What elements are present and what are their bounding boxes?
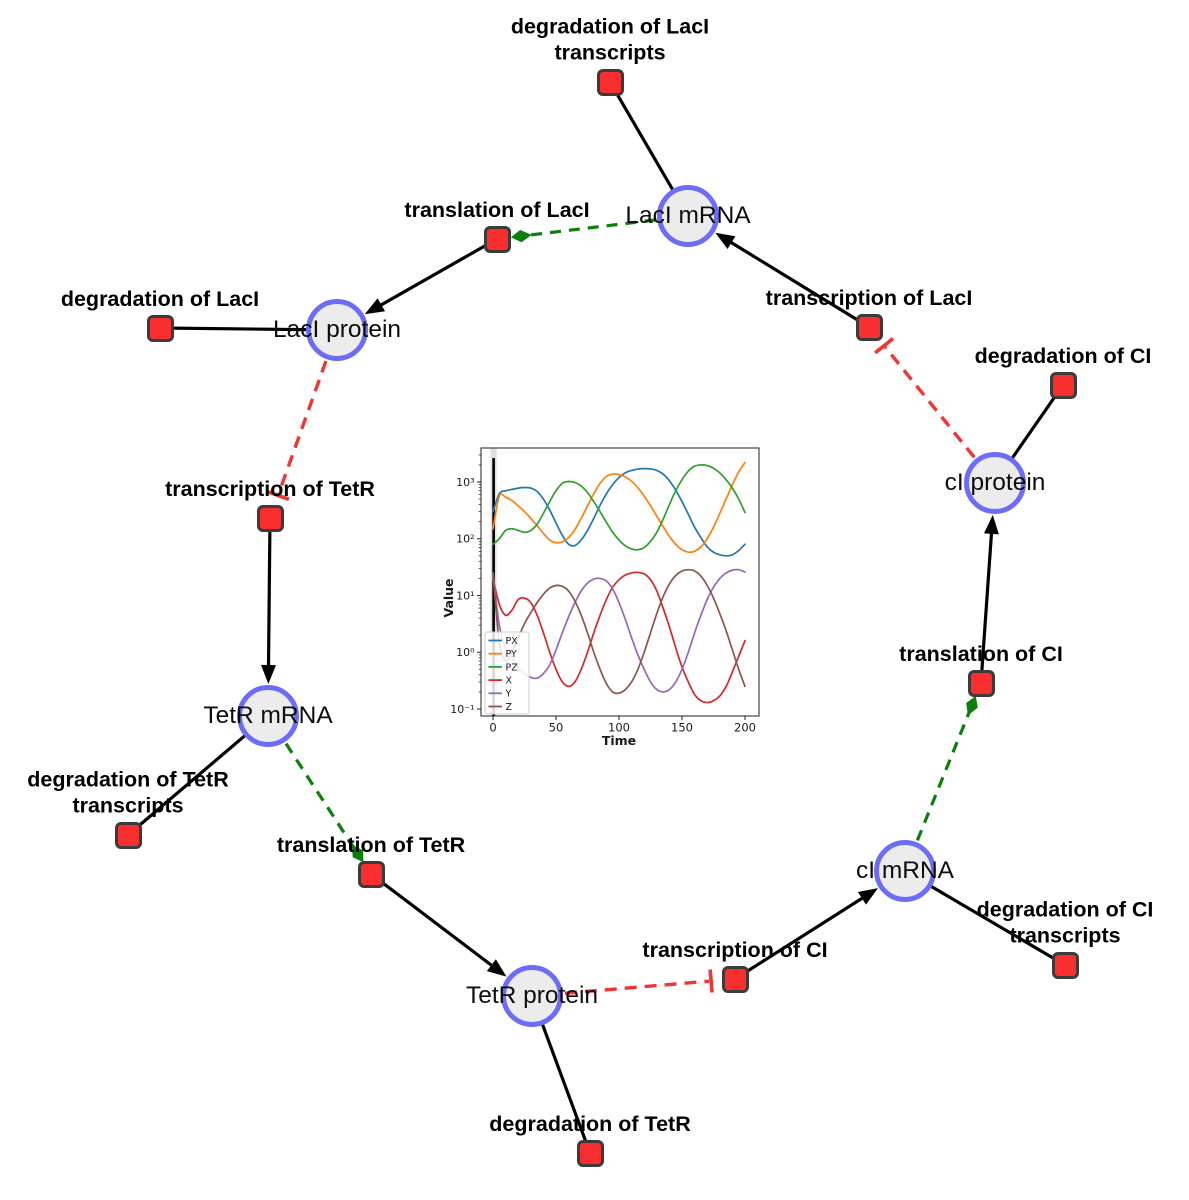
chart-curves (492, 461, 746, 704)
svg-text:10⁰: 10⁰ (456, 646, 475, 659)
legend-label-Y: Y (505, 689, 512, 700)
edge-laci_protein-txn_tetr (266, 360, 328, 501)
svg-text:0: 0 (489, 721, 496, 735)
series-line-PZ (492, 464, 746, 551)
legend-label-Z: Z (506, 702, 513, 713)
legend-label-X: X (506, 676, 513, 687)
edge-ci_protein-deg_ci (993, 384, 1065, 484)
svg-text:10⁻¹: 10⁻¹ (450, 703, 474, 716)
series-line-PY (492, 461, 746, 554)
edge-laci_mrna-transl_laci (510, 218, 656, 243)
svg-text:10³: 10³ (456, 476, 474, 489)
edge-tetr_protein-deg_tetr (530, 995, 592, 1154)
series-line-X (492, 571, 746, 704)
y-axis-ticks: 10⁻¹ 10⁰ 10¹ 10² 10³ (450, 454, 481, 716)
series-line-PX (492, 467, 746, 557)
edge-laci_protein-deg_laci (159, 326, 338, 332)
edge-ci_mrna-deg_ci_tx (904, 869, 1066, 967)
edge-tetr_mrna-deg_tetr_tx (126, 714, 270, 837)
edge-laci_mrna-deg_laci_tx (608, 81, 690, 217)
edge-txn_tetr-tetr_mrna (261, 517, 277, 685)
x-axis-label: Time (602, 733, 636, 748)
svg-text:150: 150 (671, 721, 693, 735)
svg-text:10²: 10² (456, 533, 474, 546)
x-axis-ticks: 0 50 100 150 200 (489, 716, 756, 735)
edge-transl_ci-ci_protein (979, 514, 999, 684)
svg-text:200: 200 (734, 721, 756, 735)
legend-label-PX: PX (506, 636, 519, 647)
svg-text:50: 50 (549, 721, 564, 735)
edge-transl_tetr-tetr_protein (370, 872, 507, 977)
edge-ci_mrna-transl_ci (915, 695, 978, 842)
edge-transl_laci-laci_protein (364, 237, 498, 315)
svg-text:100: 100 (608, 721, 630, 735)
svg-text:10¹: 10¹ (456, 589, 474, 602)
edge-ci_protein-txn_laci (874, 337, 976, 459)
series-line-Y (492, 568, 746, 693)
legend-label-PY: PY (506, 649, 518, 660)
axes-box (480, 447, 760, 717)
edge-txn_laci-laci_mrna (715, 232, 870, 329)
y-axis-label: Value (441, 578, 456, 617)
chart-legend: PX PY PZ XYZ (484, 631, 530, 715)
edge-tetr_protein-txn_ci (564, 969, 714, 995)
timeseries-inset-chart: 10⁻¹ 10⁰ 10¹ 10² 10³ 0 50 100 150 200 PX PY PZ XYZ Ti… (441, 447, 760, 748)
edge-txn_ci-ci_mrna (734, 888, 878, 981)
edge-tetr_mrna-transl_tetr (284, 742, 364, 863)
legend-label-PZ: PZ (506, 662, 519, 673)
series-line-Z (492, 568, 746, 695)
